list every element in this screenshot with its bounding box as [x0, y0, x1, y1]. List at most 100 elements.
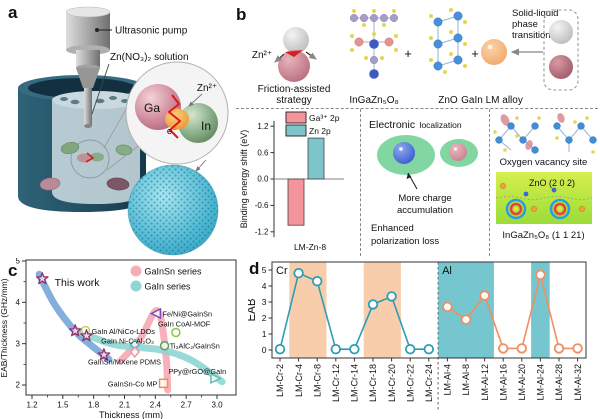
- electronic-localization-title: Electronic localization: [369, 115, 462, 133]
- y-axis-title: EAB/Thickness (GHz/mm): [0, 278, 9, 377]
- friction-caption-2: strategy: [276, 95, 312, 106]
- ga-label: Ga: [144, 101, 160, 115]
- panel-a-synthesis: a: [0, 0, 232, 258]
- data-point-marker: [293, 267, 304, 279]
- data-point-marker: [274, 343, 286, 355]
- x-axis-title: Thickness (mm): [99, 410, 163, 419]
- y-tick-label: 0: [262, 345, 267, 355]
- charge-cloud-graphic: [377, 135, 478, 190]
- data-point-marker: [423, 343, 435, 355]
- zno-formula: ZnO: [438, 95, 458, 106]
- alloy-caption: GaIn LM alloy: [461, 95, 523, 106]
- group-label-cr: Cr: [276, 265, 288, 277]
- ultrasonic-pump-graphic: [65, 6, 111, 128]
- polarization-line1: Enhanced: [371, 223, 414, 234]
- ref-point-label: Ti₃AlC₂/GaInSn: [170, 342, 220, 351]
- blue-atom: [393, 142, 415, 164]
- x-tick-label: 1.8: [88, 401, 100, 410]
- x-category-label: LM-Cr-18: [368, 364, 378, 402]
- x-category-label: LM-Al-20: [517, 364, 527, 401]
- igzo-structure-icon: [349, 9, 399, 79]
- plot-frame: [271, 261, 587, 359]
- indium-sphere: [178, 103, 218, 143]
- legend-label: Ga³⁺ 2p: [309, 113, 340, 123]
- legend-swatch: [285, 124, 307, 137]
- this-work-star-marker: [97, 348, 111, 361]
- reaction-scheme: b Zn²⁺ Friction-assisted strategy: [236, 5, 579, 106]
- y-tick-label: 3: [262, 297, 267, 307]
- polarization-note: Enhanced polarization loss: [371, 223, 439, 248]
- magnify-source-circle: [70, 139, 110, 179]
- reaction-spark-icon: [168, 94, 181, 139]
- sphere-connector-arrow: [195, 159, 207, 172]
- vacancy-cluster: [493, 114, 541, 154]
- eab-thickness-chart: c 1.2 1.5 1.8 2.1 2.4 2.7 3.0 2 3 4 5 Thickness (mm…: [0, 257, 237, 419]
- panel-label-d: d: [249, 259, 259, 278]
- vacancy-caption: Oxygen vacancy site: [499, 157, 588, 168]
- data-point-marker: [171, 327, 181, 338]
- data-point-marker: [497, 343, 509, 354]
- zn-ion-label: Zn²⁺: [197, 83, 217, 94]
- solid-precursor-box: [543, 9, 579, 91]
- y-tick-label: 5: [16, 258, 21, 266]
- ref-point-label: Fe/Ni@GaInSn: [163, 309, 213, 318]
- in-label: In: [201, 119, 211, 133]
- x-category-label: LM-Cr-2: [275, 364, 285, 397]
- igzo-plane-caption: InGaZn₅O₈ (1 1 21): [502, 230, 585, 241]
- ref-point-label: GaIn Al/NiCo-LDOs: [92, 327, 156, 336]
- inset-connector-line-2: [106, 145, 139, 171]
- igzo-formula: InGaZn₅O₈: [349, 95, 398, 106]
- ref-point-label: GaIn Ni-C-Al₂O₃: [101, 336, 154, 345]
- legend-label: GaIn series: [145, 282, 192, 292]
- y-tick-label: 0.6: [257, 148, 269, 157]
- y-tick-label: 4: [16, 298, 21, 307]
- y-tick-label: 1: [262, 329, 267, 339]
- x-tick-label: 3.0: [211, 401, 223, 410]
- data-point-marker: [479, 290, 490, 301]
- panel-c-comparison-chart: c 1.2 1.5 1.8 2.1 2.4 2.7 3.0 2 3 4 5 Thickness (mm…: [0, 257, 250, 419]
- pump-label: Ultrasonic pump: [115, 26, 188, 37]
- this-work-star-marker: [68, 324, 82, 337]
- title-word-1: Electronic: [369, 119, 416, 131]
- atom-dots: [499, 182, 586, 213]
- y-tick-label: -0.6: [255, 201, 269, 210]
- phase-caption-1: Solid-liquid: [512, 8, 558, 19]
- bar-zn2p: [307, 137, 325, 180]
- data-point-marker: [442, 301, 453, 313]
- x-category-label: LM-Zn-8: [294, 242, 326, 252]
- data-point-marker: [535, 269, 546, 280]
- oxygen-vacancy-section: Oxygen vacancy site: [489, 109, 598, 256]
- this-work-star-marker: [80, 329, 93, 342]
- x-tick-label: 2.1: [119, 401, 131, 410]
- data-point-marker: [516, 343, 528, 354]
- inset-connector-line-1: [103, 103, 130, 149]
- panel-label-c: c: [8, 261, 17, 280]
- plot-frame: [25, 259, 237, 396]
- legend-label: GaInSn series: [145, 267, 203, 277]
- highlight-band: [531, 262, 550, 358]
- plus-sign-2: +: [471, 46, 479, 61]
- y-axis-title: Binding energy shift (eV): [239, 130, 249, 229]
- data-point-marker: [460, 314, 472, 325]
- title-word-2: localization: [419, 120, 462, 130]
- electron-label: e⁻: [167, 126, 177, 137]
- pink-atom: [449, 143, 467, 161]
- liquid-metal-droplets: [39, 142, 133, 191]
- data-point-marker: [572, 343, 583, 354]
- x-category-label: LM-Cr-12: [331, 364, 341, 402]
- data-point-marker: [386, 291, 397, 302]
- x-category-label: LM-Al-8: [461, 364, 471, 396]
- zno-structure-icon: [429, 8, 467, 74]
- reaction-vessel: [18, 75, 146, 212]
- lm-alloy-sphere: [481, 39, 507, 65]
- x-tick-label: 1.5: [57, 401, 69, 410]
- charge-note: More charge accumulation: [361, 193, 489, 217]
- vacancy-cluster: [553, 113, 597, 154]
- ref-point-label: GaInSn/MXene PDMS: [88, 357, 161, 366]
- trend-gain-trend: [72, 326, 226, 386]
- charge-note-line2: accumulation: [397, 205, 453, 216]
- porous-sphere-product: [127, 164, 219, 256]
- this-work-star-marker: [35, 272, 49, 285]
- friction-strategy-graphic: Zn²⁺: [252, 27, 317, 82]
